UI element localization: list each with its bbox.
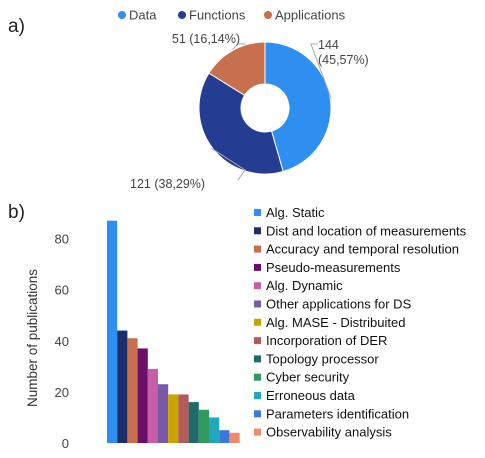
bar-legend-marker [254, 263, 261, 271]
y-axis-title: Number of publications [25, 269, 40, 407]
bar-legend-marker [254, 318, 261, 326]
legend-marker-applications [264, 11, 272, 19]
bar-legend-marker [254, 410, 261, 418]
donut-data-label: 121 (38,29%) [130, 177, 205, 191]
donut-leader-line [310, 43, 332, 99]
donut-data-label: 51 (16,14%) [172, 32, 240, 46]
legend-label-applications: Applications [275, 8, 346, 23]
bar-7 [168, 394, 179, 443]
bar-legend-marker [254, 209, 261, 216]
bar-legend-label: Erroneous data [266, 388, 356, 403]
legend-marker-functions [178, 11, 186, 19]
y-tick-label: 20 [55, 385, 69, 400]
legend-label-functions: Functions [189, 8, 246, 23]
bar-legend-label: Observability analysis [266, 425, 392, 440]
bar-13 [229, 432, 240, 443]
donut-data-label: (45,57%) [318, 53, 369, 67]
bar-12 [219, 430, 230, 443]
y-tick-label: 60 [55, 283, 69, 298]
bar-legend-label: Topology processor [266, 351, 379, 366]
bar-legend-label: Alg. MASE - Distribuited [266, 315, 405, 330]
bar-2 [117, 330, 128, 443]
bar-10 [198, 409, 209, 443]
bar-legend-label: Dist and location of measurements [266, 223, 467, 238]
bar-legend-label: Pseudo-measurements [266, 260, 401, 275]
y-tick-label: 80 [55, 232, 69, 247]
donut-chart: 144(45,57%) 121 (38,29%) 51 (16,14%) [130, 32, 369, 191]
panel-b-label: b) [8, 202, 25, 223]
bar-legend-marker [254, 282, 261, 290]
legend-label-data: Data [129, 8, 157, 23]
bar-legend-marker [254, 300, 261, 308]
donut-legend: Data Functions Applications [118, 8, 346, 23]
bar-legend-label: Parameters identification [266, 406, 409, 421]
bar-legend-marker [254, 392, 261, 399]
bar-legend-marker [254, 428, 261, 436]
donut-slice-applications [208, 41, 266, 97]
bar-8 [178, 394, 189, 443]
bar-legend-label: Alg. Dynamic [266, 278, 343, 293]
donut-slice-functions [198, 72, 284, 175]
bar-legend-marker [254, 337, 261, 345]
donut-leader-line [232, 43, 246, 50]
donut-leader-line [211, 147, 246, 181]
bar-5 [147, 368, 158, 443]
legend-marker-data [118, 11, 126, 19]
panel-a-label: a) [8, 16, 25, 37]
bar-chart: Number of publications 0 20 40 60 80 [25, 220, 240, 451]
bar-11 [209, 417, 220, 443]
bar-9 [188, 402, 199, 443]
bar-legend-marker [254, 227, 261, 235]
y-tick-label: 0 [62, 436, 69, 451]
bar-legend-label: Incorporation of DER [266, 333, 387, 348]
bar-4 [137, 348, 148, 443]
donut-slice-data [264, 41, 332, 173]
bar-legend-marker [254, 245, 261, 253]
bar-1 [107, 220, 118, 443]
y-tick-label: 40 [55, 334, 69, 349]
bar-6 [158, 384, 169, 443]
bar-3 [127, 338, 138, 443]
bar-legend-marker [254, 355, 261, 363]
donut-data-label: 144 [318, 38, 339, 52]
bar-legend-label: Cyber security [266, 370, 350, 385]
bar-legend: Alg. Static Dist and location of measurem… [254, 205, 467, 440]
bar-legend-marker [254, 373, 261, 381]
bar-legend-label: Alg. Static [266, 205, 325, 220]
bar-legend-label: Other applications for DS [266, 297, 412, 312]
bar-legend-label: Accuracy and temporal resolution [266, 242, 459, 257]
